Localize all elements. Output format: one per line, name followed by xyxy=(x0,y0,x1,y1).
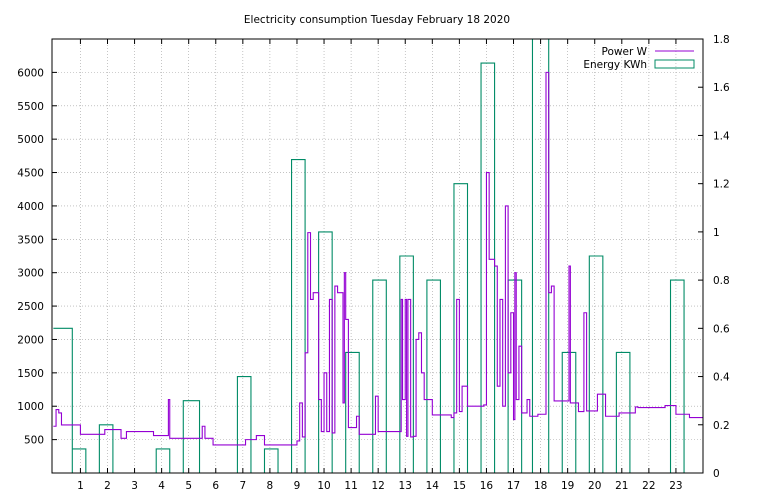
x-tick-label: 4 xyxy=(158,480,165,492)
x-tick-label: 22 xyxy=(642,480,655,492)
x-tick-label: 11 xyxy=(344,480,357,492)
x-tick-label: 10 xyxy=(317,480,330,492)
x-tick-label: 17 xyxy=(507,480,520,492)
power-line xyxy=(53,71,703,446)
x-tick-label: 1 xyxy=(77,480,84,492)
y-left-tick-label: 5000 xyxy=(17,134,44,146)
x-tick-label: 15 xyxy=(453,480,466,492)
y-right-tick-label: 1.2 xyxy=(713,179,730,191)
y-right-tick-label: 0.4 xyxy=(713,372,730,384)
legend: Power W Energy KWh xyxy=(583,46,695,71)
y-left-tick-label: 1000 xyxy=(17,401,44,413)
x-tick-label: 14 xyxy=(426,480,440,492)
x-tick-label: 9 xyxy=(294,480,301,492)
y-axis-right: 0 0.2 0.4 0.6 0.8 1 1.2 1.4 1.6 1.8 xyxy=(698,34,730,480)
y-left-tick-label: 6000 xyxy=(17,67,44,79)
chart-title: Electricity consumption Tuesday February… xyxy=(244,14,510,26)
x-tick-label: 7 xyxy=(239,480,246,492)
x-tick-label: 5 xyxy=(185,480,192,492)
y-left-tick-label: 500 xyxy=(24,435,44,447)
x-tick-label: 23 xyxy=(669,480,682,492)
grid xyxy=(52,39,703,473)
y-left-tick-label: 4500 xyxy=(17,168,44,180)
x-tick-label: 18 xyxy=(534,480,547,492)
energy-series xyxy=(53,38,685,474)
y-right-tick-label: 0 xyxy=(713,468,720,480)
y-right-tick-label: 0.8 xyxy=(713,275,730,287)
x-tick-label: 20 xyxy=(588,480,601,492)
y-left-tick-label: 5500 xyxy=(17,101,44,113)
x-tick-label: 8 xyxy=(267,480,274,492)
x-tick-label: 13 xyxy=(399,480,412,492)
y-right-tick-label: 0.2 xyxy=(713,420,730,432)
legend-swatch-energy xyxy=(654,59,695,69)
y-left-tick-label: 1500 xyxy=(17,368,44,380)
y-right-tick-label: 1 xyxy=(713,227,720,239)
y-axis-left: 500 1000 1500 2000 2500 3000 3500 4000 4500 5000 5… xyxy=(17,67,57,447)
y-right-tick-label: 0.6 xyxy=(713,323,730,335)
y-left-tick-label: 3500 xyxy=(17,234,44,246)
plot-frame xyxy=(51,38,704,474)
y-right-tick-label: 1.6 xyxy=(713,82,730,94)
y-left-tick-label: 2000 xyxy=(17,334,44,346)
legend-label-power: Power W xyxy=(602,46,648,58)
x-tick-label: 6 xyxy=(212,480,219,492)
y-left-tick-label: 4000 xyxy=(17,201,44,213)
y-left-tick-label: 3000 xyxy=(17,268,44,280)
y-right-tick-label: 1.8 xyxy=(713,34,730,46)
power-series xyxy=(53,71,703,446)
x-tick-label: 21 xyxy=(615,480,628,492)
legend-label-energy: Energy KWh xyxy=(583,59,647,71)
x-tick-label: 12 xyxy=(371,480,384,492)
energy-line xyxy=(53,38,685,474)
y-right-tick-label: 1.4 xyxy=(713,130,730,142)
x-tick-label: 2 xyxy=(104,480,111,492)
x-tick-label: 16 xyxy=(480,480,494,492)
x-tick-label: 3 xyxy=(131,480,138,492)
x-tick-label: 19 xyxy=(561,480,574,492)
y-left-tick-label: 2500 xyxy=(17,301,44,313)
x-axis: 1 2 3 4 5 6 7 8 9 10 11 12 13 14 15 16 17 18 19 20 21 22 23 xyxy=(77,39,683,492)
